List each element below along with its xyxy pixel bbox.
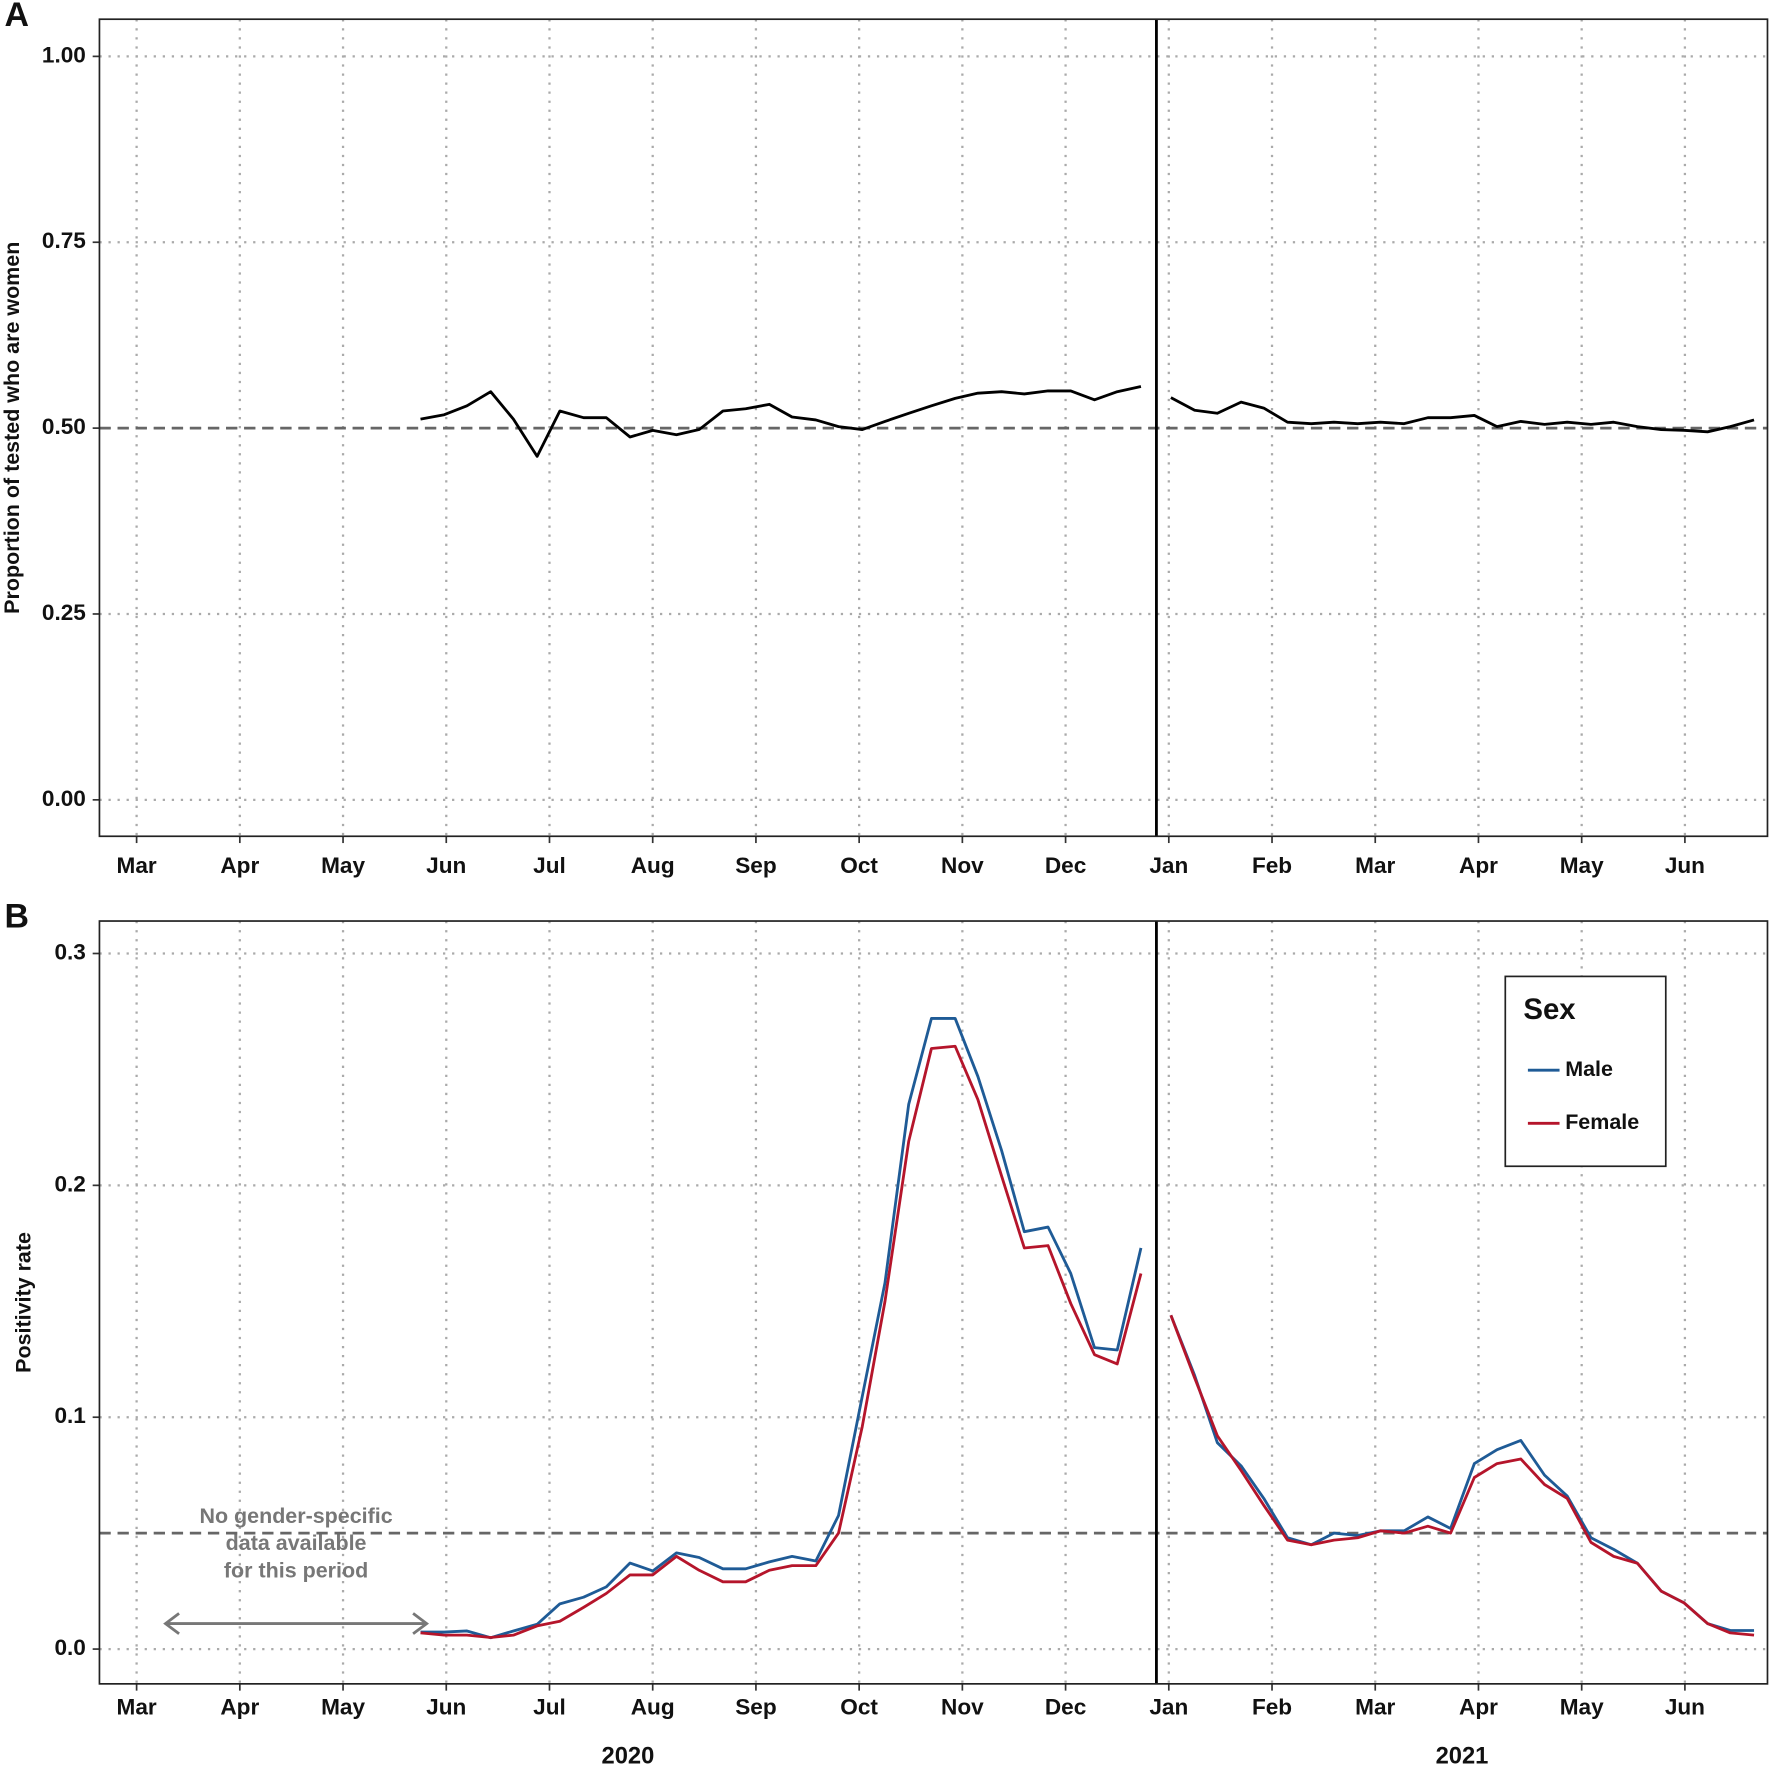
x-tick-label: Jun — [1665, 1695, 1705, 1720]
y-tick-label: 0.50 — [42, 414, 86, 439]
y-tick-label: 0.00 — [42, 786, 86, 811]
y-tick-label: 0.0 — [54, 1635, 85, 1660]
x-tick-label: Jun — [426, 853, 466, 878]
plot-frame — [98, 18, 1769, 838]
x-tick-label: May — [1560, 1695, 1604, 1720]
annotation-text: for this period — [224, 1558, 368, 1582]
panel-label: B — [5, 898, 29, 936]
annotation-text: No gender-specific — [199, 1504, 392, 1528]
data-line — [420, 385, 1755, 458]
x-tick-label: May — [321, 853, 365, 878]
y-axis-title: Positivity rate — [12, 1232, 36, 1373]
data-line — [420, 1044, 1755, 1639]
annotation-text: data available — [226, 1531, 367, 1555]
x-tick-label: Feb — [1252, 853, 1292, 878]
x-tick-label: Feb — [1252, 1695, 1292, 1720]
x-tick-label: Oct — [840, 1695, 878, 1720]
x-tick-label: May — [1560, 853, 1604, 878]
x-tick-label: Mar — [1355, 853, 1395, 878]
y-axis-title: Proportion of tested who are women — [0, 242, 24, 614]
x-tick-label: Jan — [1149, 1695, 1188, 1720]
plot-frame — [98, 920, 1769, 1685]
x-tick-label: Aug — [631, 1695, 675, 1720]
y-tick-label: 0.1 — [54, 1403, 85, 1428]
x-tick-label: Sep — [735, 1695, 776, 1720]
x-tick-label: Jul — [533, 853, 566, 878]
x-tick-label: Jul — [533, 1695, 566, 1720]
legend-label: Female — [1565, 1110, 1639, 1134]
x-tick-label: Aug — [631, 853, 675, 878]
y-tick-label: 1.00 — [42, 42, 86, 67]
x-tick-label: Jun — [1665, 853, 1705, 878]
y-tick-label: 0.75 — [42, 228, 86, 253]
panel-label: A — [5, 0, 29, 34]
x-tick-label: Apr — [220, 1695, 259, 1720]
x-tick-label: Dec — [1045, 1695, 1086, 1720]
x-tick-label: Mar — [117, 853, 157, 878]
year-label: 2020 — [602, 1744, 655, 1770]
x-tick-label: May — [321, 1695, 365, 1720]
x-tick-label: Sep — [735, 853, 776, 878]
y-tick-label: 0.2 — [54, 1171, 85, 1196]
x-tick-label: Dec — [1045, 853, 1086, 878]
x-tick-label: Mar — [117, 1695, 157, 1720]
x-tick-label: Mar — [1355, 1695, 1395, 1720]
x-tick-label: Apr — [1459, 853, 1498, 878]
x-tick-label: Nov — [941, 853, 984, 878]
year-label: 2021 — [1436, 1744, 1489, 1770]
x-tick-label: Apr — [1459, 1695, 1498, 1720]
arrow-head — [163, 1612, 430, 1635]
y-tick-label: 0.3 — [54, 939, 85, 964]
legend-title: Sex — [1523, 993, 1576, 1026]
x-tick-label: Jun — [426, 1695, 466, 1720]
x-tick-label: Apr — [220, 853, 259, 878]
legend-label: Male — [1565, 1057, 1613, 1081]
x-tick-label: Oct — [840, 853, 878, 878]
x-tick-label: Nov — [941, 1695, 984, 1720]
x-tick-label: Jan — [1149, 853, 1188, 878]
y-tick-label: 0.25 — [42, 600, 86, 625]
